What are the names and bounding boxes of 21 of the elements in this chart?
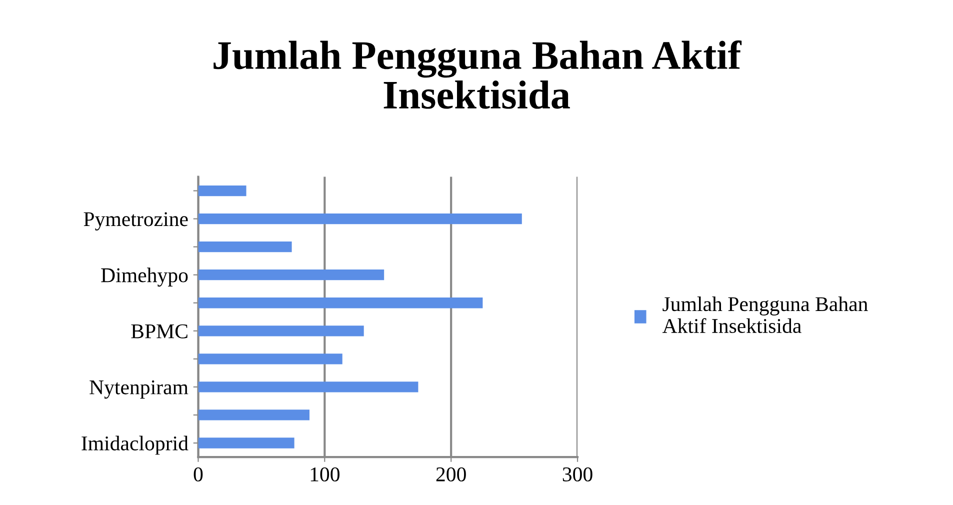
x-tick-label: 300 [562, 467, 592, 482]
y-tick-label: BPMC [131, 324, 188, 338]
legend-label: Jumlah Pengguna Bahan Aktif Insektisida [662, 296, 868, 334]
y-tick-label: Imidacloprid [82, 436, 188, 455]
bar [198, 382, 418, 392]
bar [198, 270, 384, 280]
y-tick-label: Nytenpiram [90, 380, 188, 399]
y-tick-label: Pymetrozine [84, 212, 188, 230]
bar [198, 241, 292, 252]
bar [198, 410, 310, 420]
bar [198, 354, 342, 364]
chart-title: Jumlah Pengguna Bahan Aktif Insektisida [214, 40, 742, 109]
x-tick-label: 0 [194, 467, 203, 482]
x-tick-label: 200 [436, 467, 466, 482]
bar [198, 438, 294, 448]
bar [198, 213, 522, 224]
bar [198, 326, 364, 336]
bar [198, 185, 246, 196]
x-tick-label: 100 [310, 467, 340, 482]
bar [198, 298, 483, 308]
y-tick-label: Dimehypo [101, 268, 188, 287]
